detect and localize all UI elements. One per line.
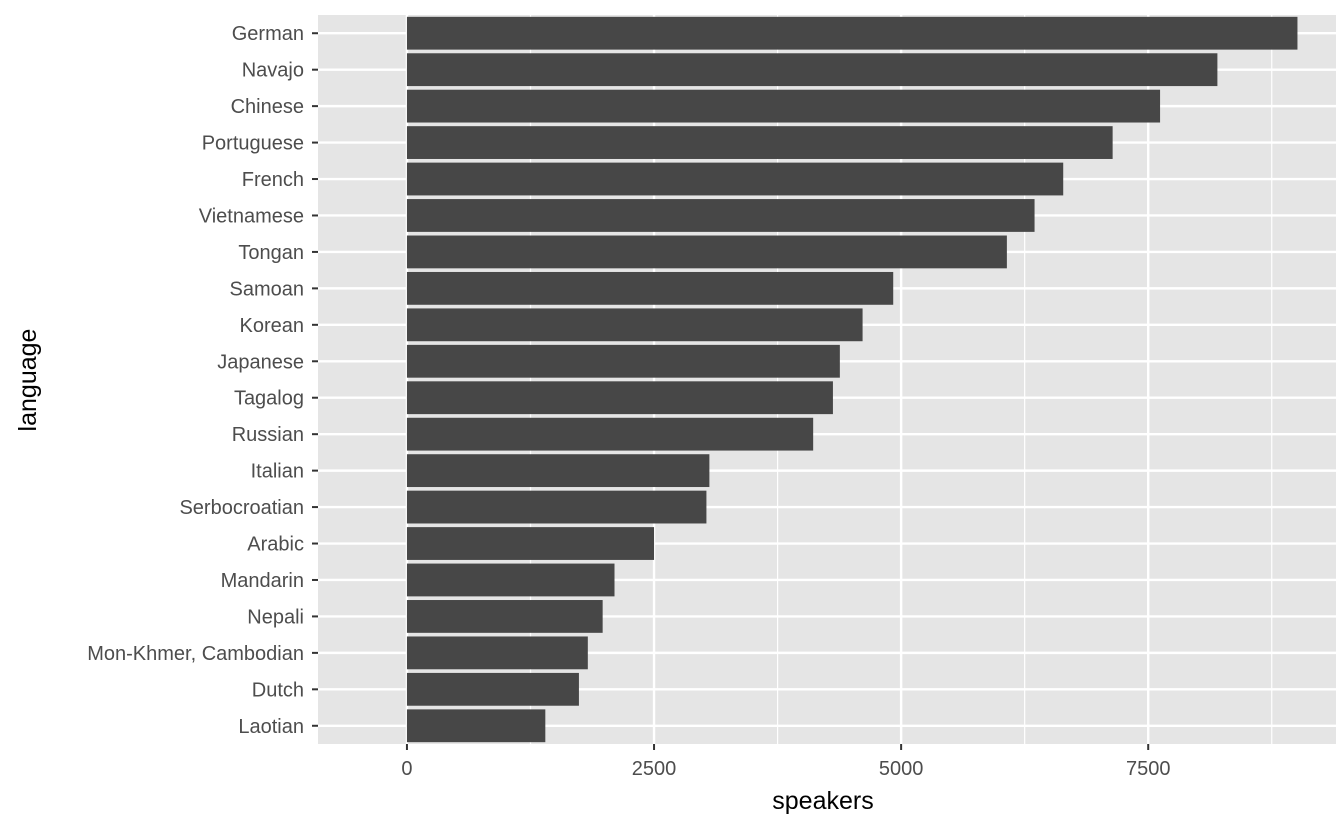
y-tick-label: Mandarin bbox=[221, 570, 304, 592]
plot-panel bbox=[318, 15, 1336, 744]
x-tick-label: 5000 bbox=[879, 758, 924, 780]
x-tick-label: 0 bbox=[401, 758, 412, 780]
y-tick-label: Mon-Khmer, Cambodian bbox=[87, 643, 304, 665]
x-axis-title: speakers bbox=[772, 787, 873, 815]
y-tick-label: Italian bbox=[251, 461, 304, 483]
y-tick-label: Navajo bbox=[242, 60, 304, 82]
y-tick-label: Korean bbox=[240, 315, 305, 337]
bar bbox=[406, 454, 710, 488]
bar bbox=[406, 271, 894, 305]
y-axis: German Navajo Chinese Portuguese French Vietn… bbox=[87, 23, 318, 738]
y-tick-label: French bbox=[242, 169, 304, 191]
bar bbox=[406, 126, 1113, 159]
bar bbox=[406, 89, 1161, 123]
y-tick-label: Samoan bbox=[230, 278, 305, 300]
y-tick-label: Vietnamese bbox=[199, 205, 304, 227]
bar bbox=[406, 490, 707, 524]
x-tick-label: 7500 bbox=[1126, 758, 1171, 780]
bar bbox=[406, 16, 1298, 50]
y-tick-label: Portuguese bbox=[202, 133, 304, 155]
bar bbox=[406, 235, 1007, 269]
y-tick-label: Chinese bbox=[231, 96, 304, 118]
bar bbox=[406, 672, 579, 706]
bars bbox=[406, 16, 1298, 743]
y-axis-title: language bbox=[14, 329, 42, 432]
bar bbox=[406, 636, 588, 670]
bar bbox=[406, 417, 814, 451]
bar bbox=[406, 600, 603, 633]
bar bbox=[406, 344, 840, 378]
y-tick-label: Serbocroatian bbox=[179, 497, 304, 519]
bar bbox=[406, 162, 1064, 196]
bar bbox=[406, 199, 1035, 232]
bar bbox=[406, 563, 615, 597]
y-tick-label: Tagalog bbox=[234, 388, 304, 410]
bar bbox=[406, 381, 833, 415]
y-tick-label: Nepali bbox=[247, 606, 304, 628]
bar bbox=[406, 527, 655, 560]
bar bbox=[406, 53, 1218, 87]
y-tick-label: Dutch bbox=[252, 679, 304, 701]
y-tick-label: Tongan bbox=[238, 242, 304, 264]
y-tick-label: Arabic bbox=[247, 534, 304, 556]
x-tick-label: 2500 bbox=[632, 758, 677, 780]
y-tick-label: Russian bbox=[232, 424, 304, 446]
y-tick-label: Laotian bbox=[238, 716, 304, 738]
bar bbox=[406, 308, 863, 342]
bar bbox=[406, 709, 546, 743]
y-tick-label: Japanese bbox=[217, 351, 304, 373]
x-axis: 0 2500 5000 7500 bbox=[401, 744, 1170, 780]
y-tick-label: German bbox=[232, 23, 304, 45]
